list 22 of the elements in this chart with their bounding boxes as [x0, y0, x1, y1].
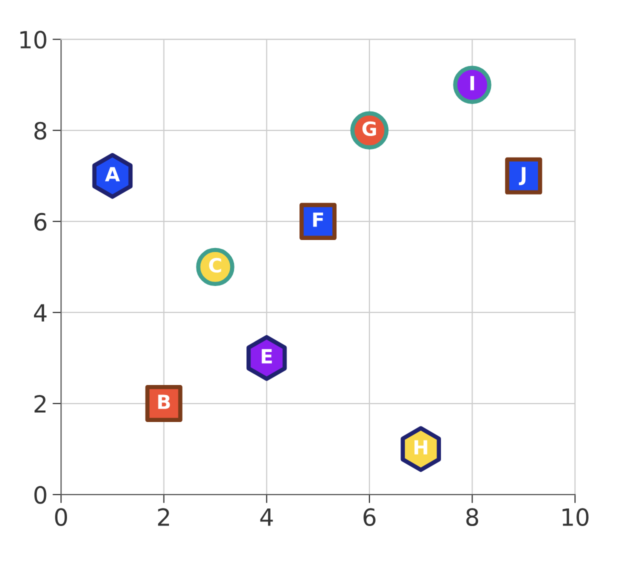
x-tick-label: 10: [562, 508, 588, 526]
annotation: G: [362, 121, 376, 136]
annotation: C: [209, 258, 222, 273]
x-tick-label: 2: [158, 508, 169, 526]
annotation: H: [414, 440, 428, 454]
annotation: F: [313, 212, 324, 227]
annotation: J: [518, 167, 526, 186]
annotation: I: [470, 76, 474, 90]
point: [505, 157, 542, 194]
y-tick-label: 8: [34, 122, 46, 140]
annotation: B: [158, 394, 170, 409]
x-tick-label: 6: [364, 508, 376, 526]
y-tick-label: 6: [34, 212, 46, 231]
y-tick-label: 2: [34, 394, 46, 412]
x-tick-label: 0: [55, 508, 67, 526]
y-tick-label: 10: [20, 30, 46, 49]
y-tick-label: 4: [34, 304, 47, 322]
annotation: E: [262, 349, 272, 364]
x-tick-label: 8: [466, 508, 478, 526]
y-tick-label: 0: [34, 486, 46, 504]
x-tick-label: 4: [260, 508, 273, 526]
annotation: A: [105, 167, 120, 182]
